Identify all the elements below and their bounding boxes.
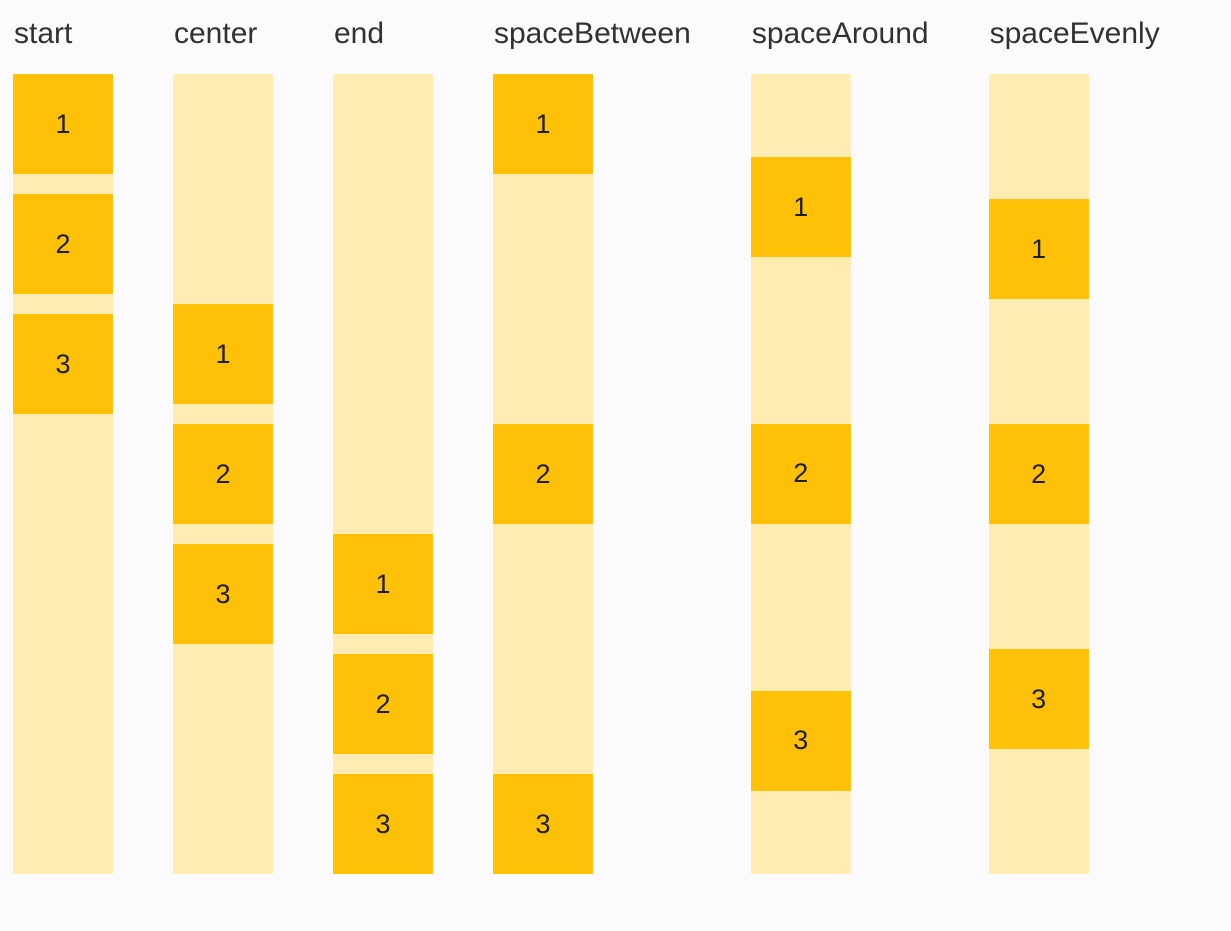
flex-container-space-evenly: 1 2 3 bbox=[988, 74, 1089, 874]
flex-item: 2 bbox=[988, 424, 1089, 524]
column-label-space-evenly: spaceEvenly bbox=[989, 17, 1160, 50]
column-label-center: center bbox=[174, 17, 258, 50]
column-start: start 1 2 3 bbox=[13, 14, 113, 874]
flex-item: 2 bbox=[493, 424, 593, 524]
flex-item: 3 bbox=[988, 649, 1089, 749]
flex-item: 3 bbox=[333, 774, 433, 874]
column-space-evenly: spaceEvenly 1 2 3 bbox=[988, 14, 1160, 874]
flex-container-space-between: 1 2 3 bbox=[493, 74, 593, 874]
flex-item: 1 bbox=[173, 304, 273, 404]
alignment-demo-row: start 1 2 3 center 1 2 3 end 1 2 3 space… bbox=[13, 14, 1160, 874]
column-label-end: end bbox=[334, 17, 385, 50]
column-label-space-between: spaceBetween bbox=[494, 17, 691, 50]
column-center: center 1 2 3 bbox=[173, 14, 273, 874]
flex-item: 2 bbox=[13, 194, 113, 294]
flex-item: 1 bbox=[493, 74, 593, 174]
flex-item: 3 bbox=[750, 690, 851, 791]
flex-item: 2 bbox=[750, 423, 851, 524]
flex-item: 3 bbox=[13, 314, 113, 414]
flex-item: 1 bbox=[13, 74, 113, 174]
flex-item: 1 bbox=[333, 534, 433, 634]
flex-item: 2 bbox=[173, 424, 273, 524]
flex-item: 3 bbox=[493, 774, 593, 874]
column-space-around: spaceAround 1 2 3 bbox=[750, 14, 929, 874]
column-label-start: start bbox=[14, 17, 73, 50]
flex-container-space-around: 1 2 3 bbox=[750, 74, 851, 874]
column-space-between: spaceBetween 1 2 3 bbox=[493, 14, 691, 874]
flex-item: 2 bbox=[333, 654, 433, 754]
flex-container-start: 1 2 3 bbox=[13, 74, 113, 874]
flex-container-center: 1 2 3 bbox=[173, 74, 273, 874]
flex-item: 1 bbox=[750, 157, 851, 258]
flex-container-end: 1 2 3 bbox=[333, 74, 433, 874]
column-end: end 1 2 3 bbox=[333, 14, 433, 874]
flex-item: 3 bbox=[173, 544, 273, 644]
column-label-space-around: spaceAround bbox=[751, 17, 929, 50]
flex-item: 1 bbox=[988, 199, 1089, 299]
